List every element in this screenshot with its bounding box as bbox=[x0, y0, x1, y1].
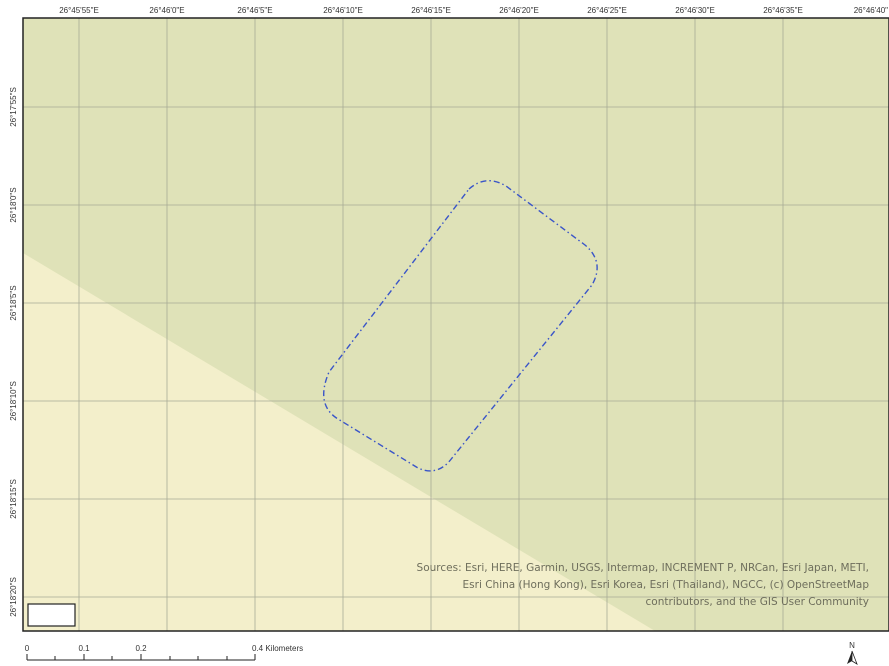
scale-label: 0.1 bbox=[78, 644, 90, 653]
lat-label: 26°18'0"S bbox=[9, 187, 18, 222]
lat-label: 26°17'55"S bbox=[9, 87, 18, 127]
latitude-labels: 26°17'55"S 26°18'0"S 26°18'5"S 26°18'10"… bbox=[9, 87, 18, 617]
north-label: N bbox=[849, 641, 855, 650]
map-attribution: Sources: Esri, HERE, Garmin, USGS, Inter… bbox=[416, 562, 869, 608]
area-of-interest-boundary[interactable] bbox=[323, 180, 598, 472]
graticule bbox=[23, 18, 889, 631]
lon-label: 26°46'10"E bbox=[323, 6, 363, 15]
lon-label: 26°46'40" bbox=[854, 6, 888, 15]
overview-map-box[interactable] bbox=[27, 603, 76, 627]
map-canvas[interactable] bbox=[23, 18, 889, 631]
lon-label: 26°46'0"E bbox=[149, 6, 184, 15]
north-arrow-icon: N bbox=[847, 641, 858, 665]
lon-label: 26°46'20"E bbox=[499, 6, 539, 15]
longitude-labels: 26°45'55"E 26°46'0"E 26°46'5"E 26°46'10"… bbox=[59, 6, 888, 15]
lat-label: 26°18'20"S bbox=[9, 577, 18, 617]
open-ground-area bbox=[23, 253, 655, 631]
scale-label: 0.4 Kilometers bbox=[252, 644, 303, 653]
lat-label: 26°18'10"S bbox=[9, 381, 18, 421]
lat-label: 26°18'5"S bbox=[9, 285, 18, 320]
lon-label: 26°46'35"E bbox=[763, 6, 803, 15]
lat-label: 26°18'15"S bbox=[9, 479, 18, 519]
lon-label: 26°46'30"E bbox=[675, 6, 715, 15]
scale-label: 0 bbox=[25, 644, 30, 653]
lon-label: 26°46'5"E bbox=[237, 6, 272, 15]
scale-label: 0.2 bbox=[135, 644, 147, 653]
scale-bar: 0 0.1 0.2 0.4 Kilometers bbox=[25, 644, 303, 661]
lon-label: 26°45'55"E bbox=[59, 6, 99, 15]
lon-label: 26°46'25"E bbox=[587, 6, 627, 15]
map-frame-border bbox=[22, 17, 889, 632]
lon-label: 26°46'15"E bbox=[411, 6, 451, 15]
